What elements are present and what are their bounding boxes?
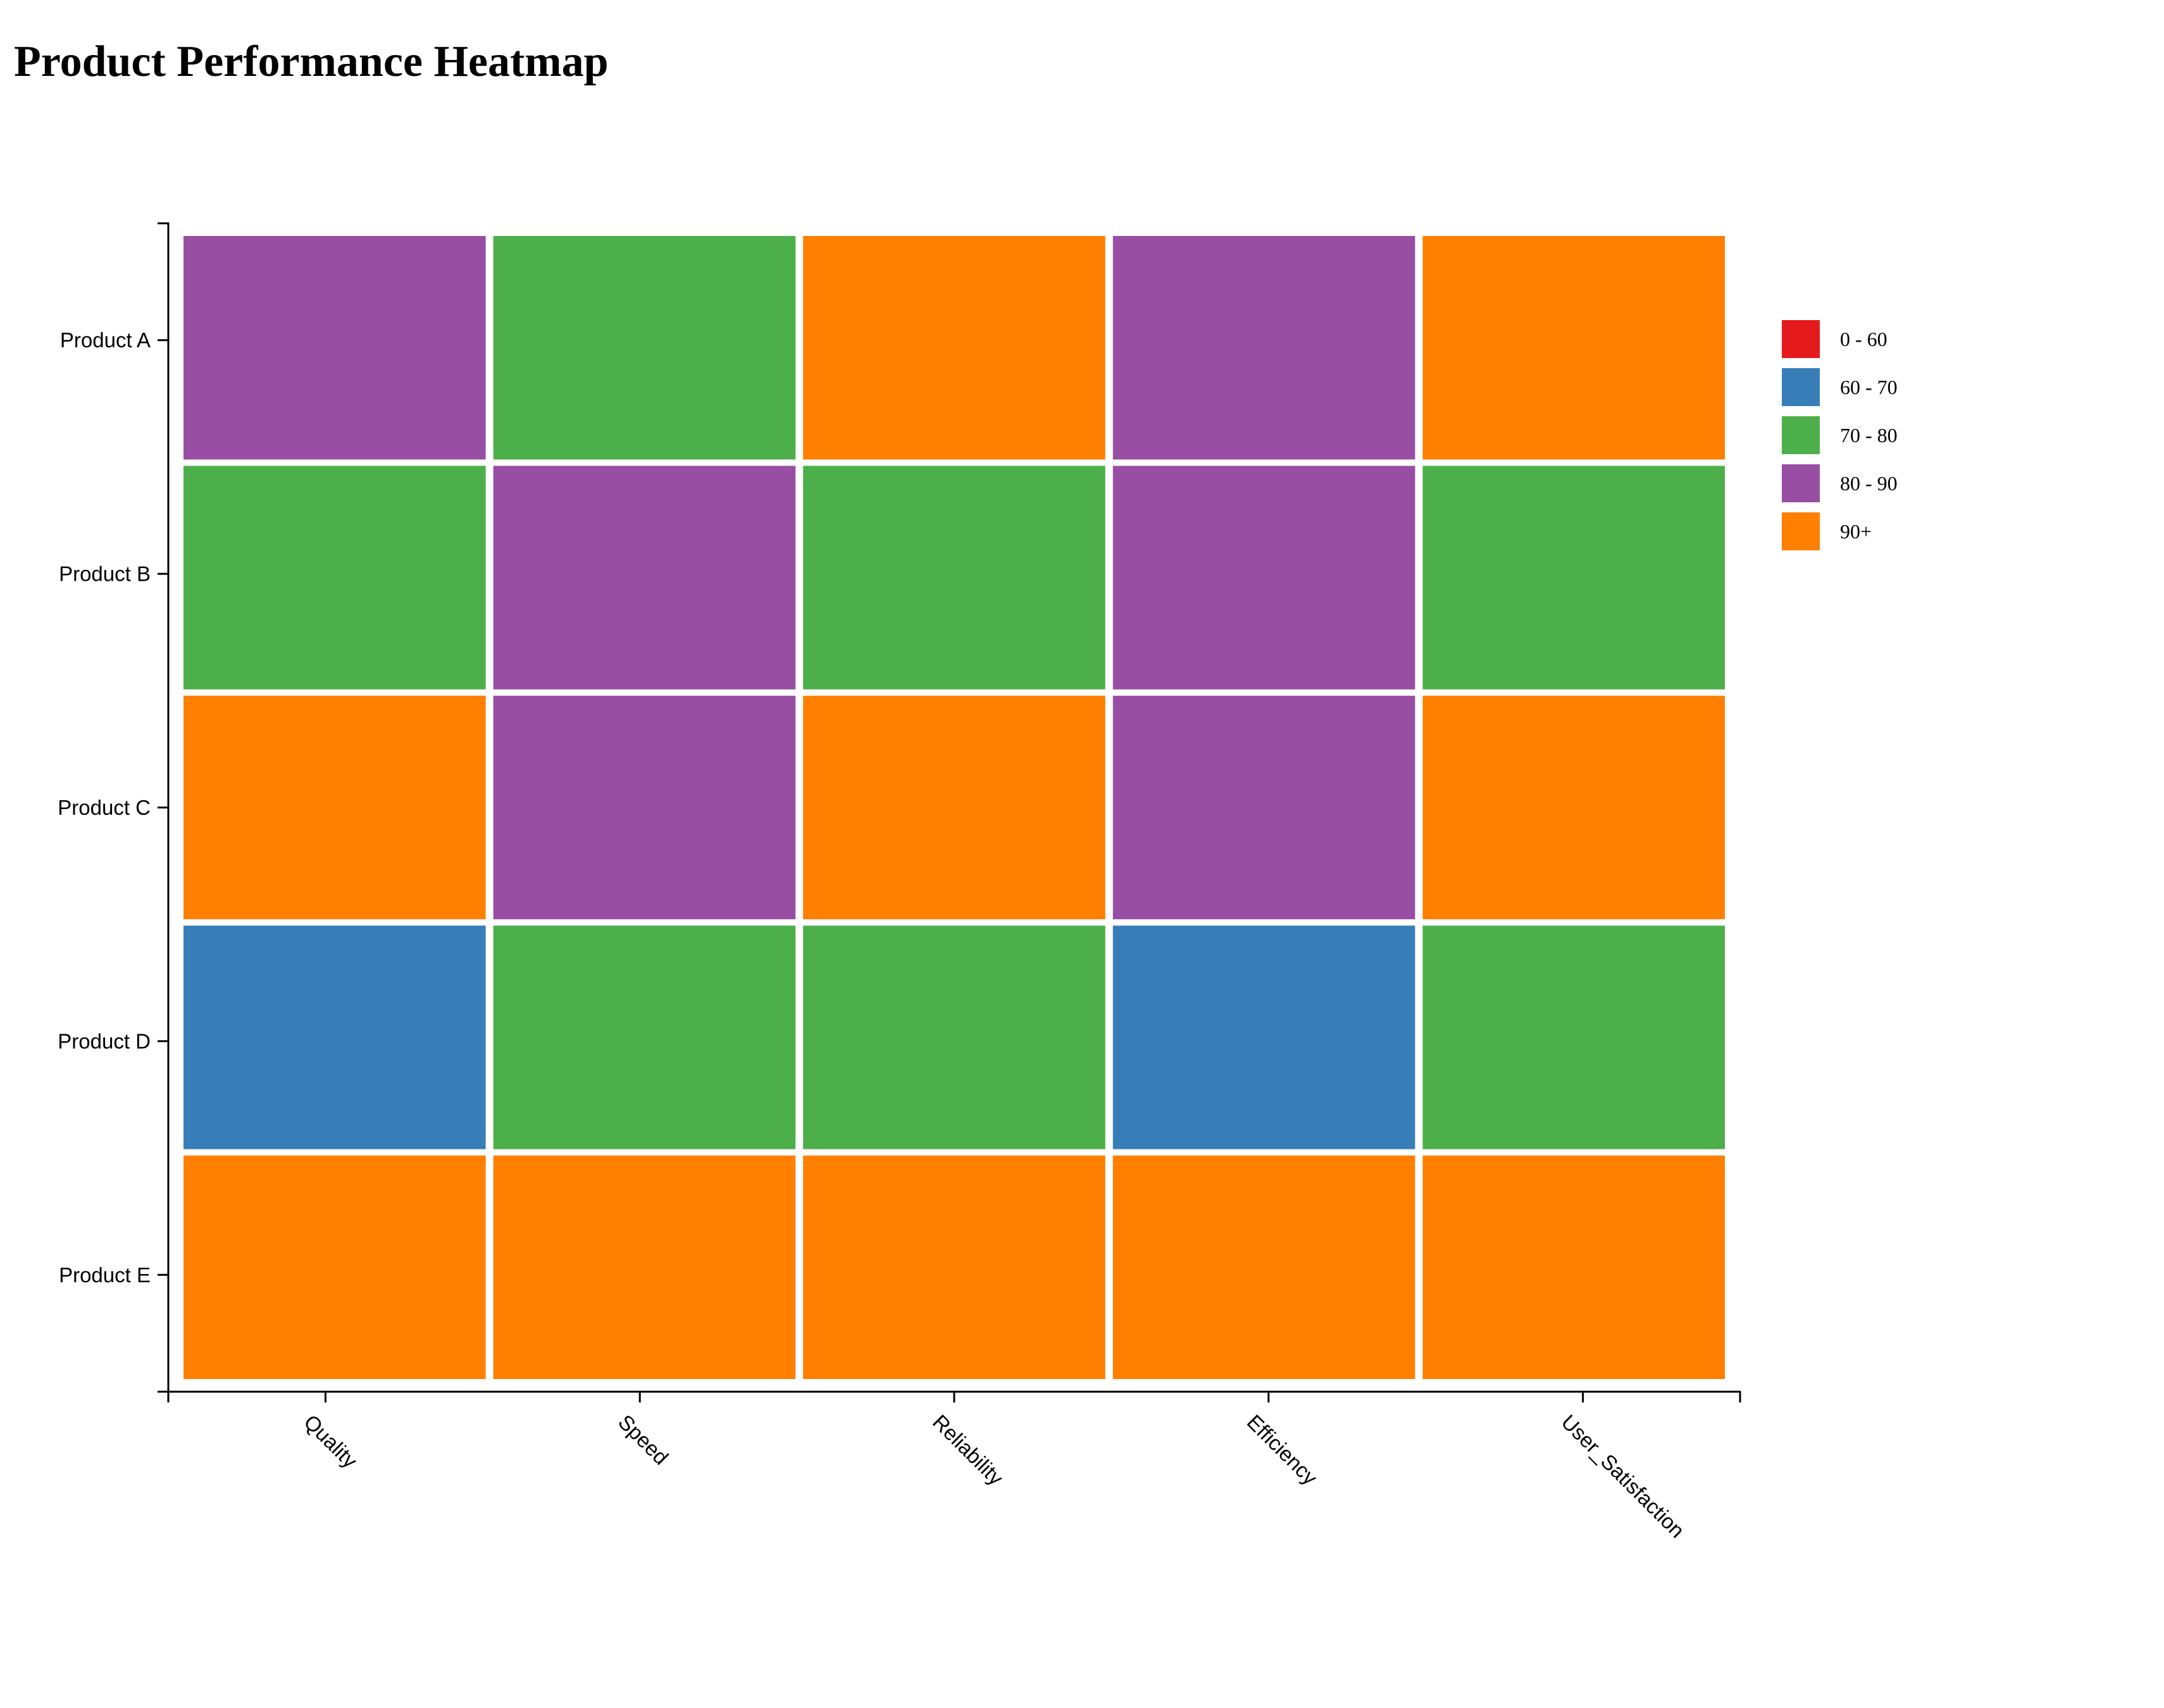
legend-swatch [1782, 416, 1820, 454]
chart-title: Product Performance Heatmap [14, 37, 609, 86]
legend-label: 80 - 90 [1840, 472, 1898, 495]
heatmap-cell [1422, 236, 1725, 460]
heatmap-cell [1112, 1155, 1415, 1379]
legend-swatch [1782, 512, 1820, 550]
heatmap-cell [183, 1155, 486, 1379]
legend-swatch [1782, 320, 1820, 358]
heatmap-cell [493, 236, 796, 460]
heatmap-cells [183, 236, 1725, 1379]
chart-legend: 0 - 60 60 - 70 70 - 80 80 - 90 90+ [1782, 320, 1898, 550]
heatmap-cell [803, 695, 1105, 920]
x-tick-label: Speed [614, 1410, 673, 1470]
heatmap-cell [183, 695, 486, 920]
heatmap-cell [493, 695, 796, 920]
heatmap-cell [1112, 466, 1415, 690]
heatmap-cell [1422, 466, 1725, 690]
heatmap-cell [493, 925, 796, 1149]
heatmap-cell [493, 466, 796, 690]
heatmap-cell [493, 1155, 796, 1379]
legend-label: 70 - 80 [1840, 424, 1898, 447]
heatmap-cell [183, 466, 486, 690]
heatmap-cell [1422, 1155, 1725, 1379]
heatmap-cell [1112, 925, 1415, 1149]
heatmap-cell [1422, 695, 1725, 920]
heatmap-cell [1112, 695, 1415, 920]
y-tick-label: Product E [59, 1263, 151, 1287]
heatmap-cell [803, 466, 1105, 690]
x-tick-label: Reliability [928, 1410, 1008, 1490]
heatmap-cell [803, 925, 1105, 1149]
y-tick-label: Product B [59, 562, 151, 586]
legend-label: 60 - 70 [1840, 376, 1898, 399]
x-tick-label: Quality [299, 1410, 362, 1473]
heatmap-cell [803, 1155, 1105, 1379]
heatmap-cell [1112, 236, 1415, 460]
heatmap-cell [183, 925, 486, 1149]
heatmap-cell [183, 236, 486, 460]
legend-label: 0 - 60 [1840, 328, 1887, 350]
heatmap-cell [1422, 925, 1725, 1149]
legend-swatch [1782, 368, 1820, 406]
x-tick-label: User_Satisfaction [1557, 1410, 1689, 1542]
x-tick-label: Efficiency [1243, 1410, 1322, 1490]
y-tick-label: Product D [58, 1029, 151, 1053]
legend-swatch [1782, 464, 1820, 502]
y-tick-label: Product C [58, 796, 151, 819]
y-tick-label: Product A [60, 328, 151, 352]
legend-label: 90+ [1840, 520, 1872, 543]
heatmap-cell [803, 236, 1105, 460]
